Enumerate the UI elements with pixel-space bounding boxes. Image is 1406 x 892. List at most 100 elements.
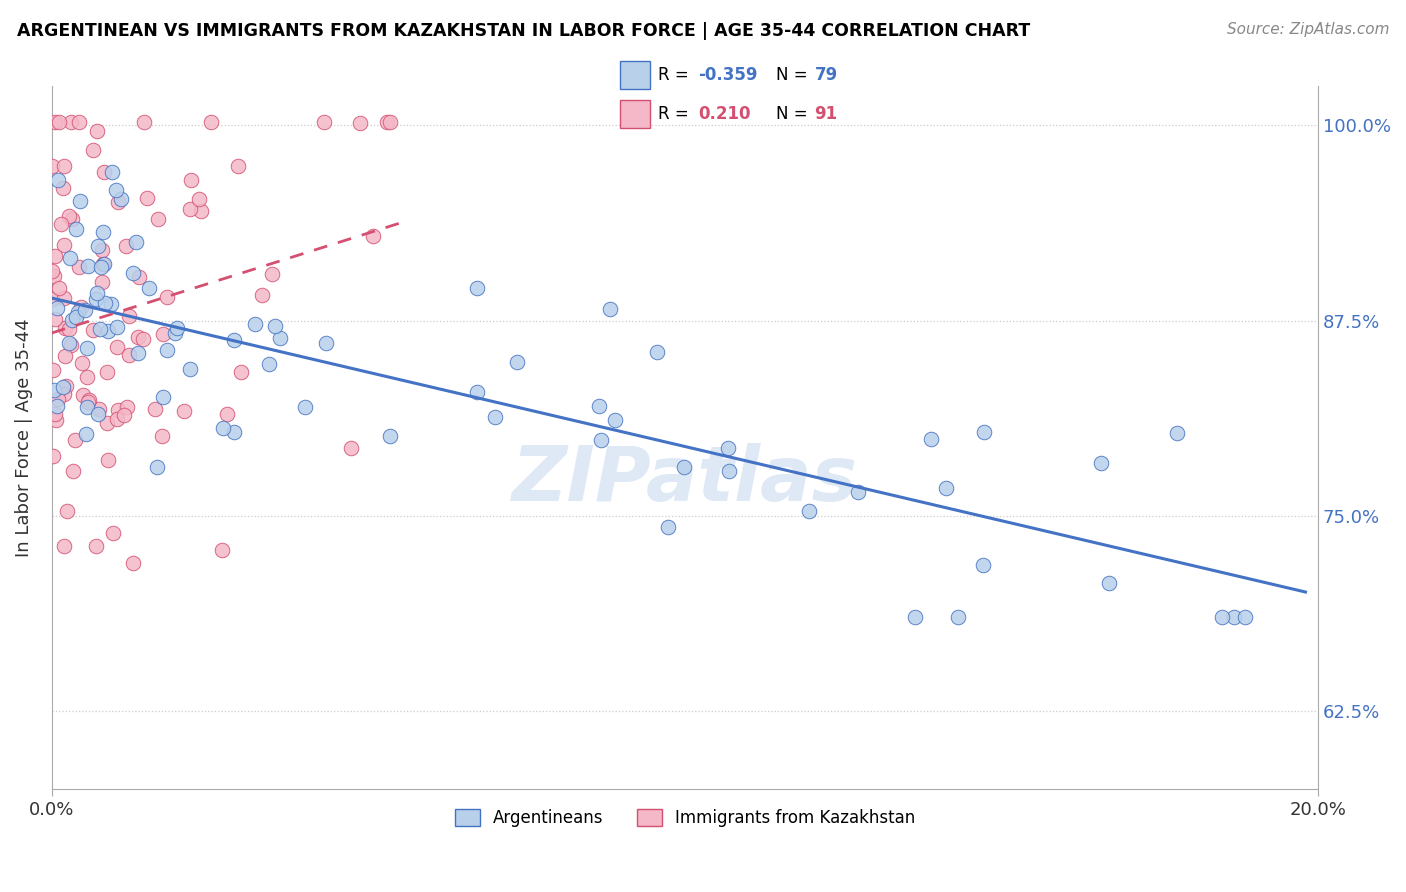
- Point: [136, 191, 159, 205]
- Point: [76, 394, 98, 409]
- Point: [96, 365, 118, 379]
- Point: [65, 222, 87, 236]
- Point: [41, 264, 63, 278]
- Point: [1090, 456, 1112, 470]
- Point: [179, 202, 201, 216]
- Point: [91, 276, 114, 290]
- Point: [48, 281, 70, 295]
- Point: [52, 238, 75, 252]
- Point: [946, 610, 969, 624]
- Text: N =: N =: [776, 66, 813, 84]
- Point: [42, 383, 65, 397]
- Point: [67, 115, 90, 129]
- Point: [118, 348, 141, 362]
- Point: [156, 343, 179, 357]
- Point: [591, 434, 613, 448]
- Point: [224, 425, 246, 439]
- Point: [53, 321, 76, 335]
- Point: [166, 321, 188, 335]
- Point: [45, 301, 67, 315]
- Point: [48, 115, 70, 129]
- Point: [380, 428, 402, 442]
- Point: [799, 504, 821, 518]
- Point: [82, 323, 104, 337]
- Point: [73, 302, 96, 317]
- Point: [173, 404, 195, 418]
- Point: [257, 357, 280, 371]
- Point: [146, 459, 169, 474]
- Point: [603, 412, 626, 426]
- Point: [588, 399, 610, 413]
- Point: [60, 313, 83, 327]
- Point: [49, 217, 72, 231]
- Point: [69, 300, 91, 314]
- Point: [128, 269, 150, 284]
- Point: [52, 380, 75, 394]
- Point: [55, 379, 77, 393]
- Point: [58, 322, 80, 336]
- Point: [44, 249, 66, 263]
- Point: [53, 349, 76, 363]
- Point: [125, 235, 148, 250]
- Point: [56, 504, 79, 518]
- Point: [65, 310, 87, 325]
- Point: [180, 173, 202, 187]
- Point: [243, 317, 266, 331]
- Point: [1223, 610, 1246, 624]
- Point: [93, 296, 115, 310]
- Point: [599, 301, 621, 316]
- Point: [148, 212, 170, 227]
- Point: [122, 266, 145, 280]
- Point: [76, 370, 98, 384]
- Point: [200, 115, 222, 129]
- Text: -0.359: -0.359: [697, 66, 758, 84]
- Point: [89, 322, 111, 336]
- Point: [165, 326, 187, 340]
- Text: 79: 79: [814, 66, 838, 84]
- Point: [105, 412, 128, 426]
- Point: [717, 441, 740, 455]
- Point: [76, 400, 98, 414]
- Point: [465, 385, 488, 400]
- Point: [215, 407, 238, 421]
- Point: [41, 292, 63, 306]
- Point: [122, 557, 145, 571]
- Point: [84, 539, 107, 553]
- Point: [115, 239, 138, 253]
- Point: [378, 115, 401, 129]
- Point: [156, 290, 179, 304]
- Point: [294, 400, 316, 414]
- Point: [93, 165, 115, 179]
- Point: [63, 433, 86, 447]
- Point: [52, 181, 75, 195]
- Text: Source: ZipAtlas.com: Source: ZipAtlas.com: [1226, 22, 1389, 37]
- Point: [152, 327, 174, 342]
- Point: [101, 165, 124, 179]
- Point: [187, 192, 209, 206]
- Point: [93, 257, 115, 271]
- Point: [250, 288, 273, 302]
- Point: [42, 449, 65, 463]
- Point: [152, 390, 174, 404]
- Point: [44, 268, 66, 283]
- Point: [75, 426, 97, 441]
- Point: [101, 526, 124, 541]
- Point: [87, 407, 110, 421]
- Text: ZIPatlas: ZIPatlas: [512, 443, 858, 517]
- Point: [212, 421, 235, 435]
- Point: [132, 115, 155, 129]
- Point: [59, 251, 82, 265]
- Point: [973, 425, 995, 440]
- Point: [260, 267, 283, 281]
- Point: [127, 346, 149, 360]
- Point: [211, 543, 233, 558]
- Point: [1098, 575, 1121, 590]
- Point: [718, 464, 741, 478]
- Point: [86, 124, 108, 138]
- Point: [100, 297, 122, 311]
- Point: [1211, 610, 1233, 624]
- Point: [58, 335, 80, 350]
- Point: [66, 305, 89, 319]
- Point: [91, 257, 114, 271]
- Point: [44, 115, 66, 129]
